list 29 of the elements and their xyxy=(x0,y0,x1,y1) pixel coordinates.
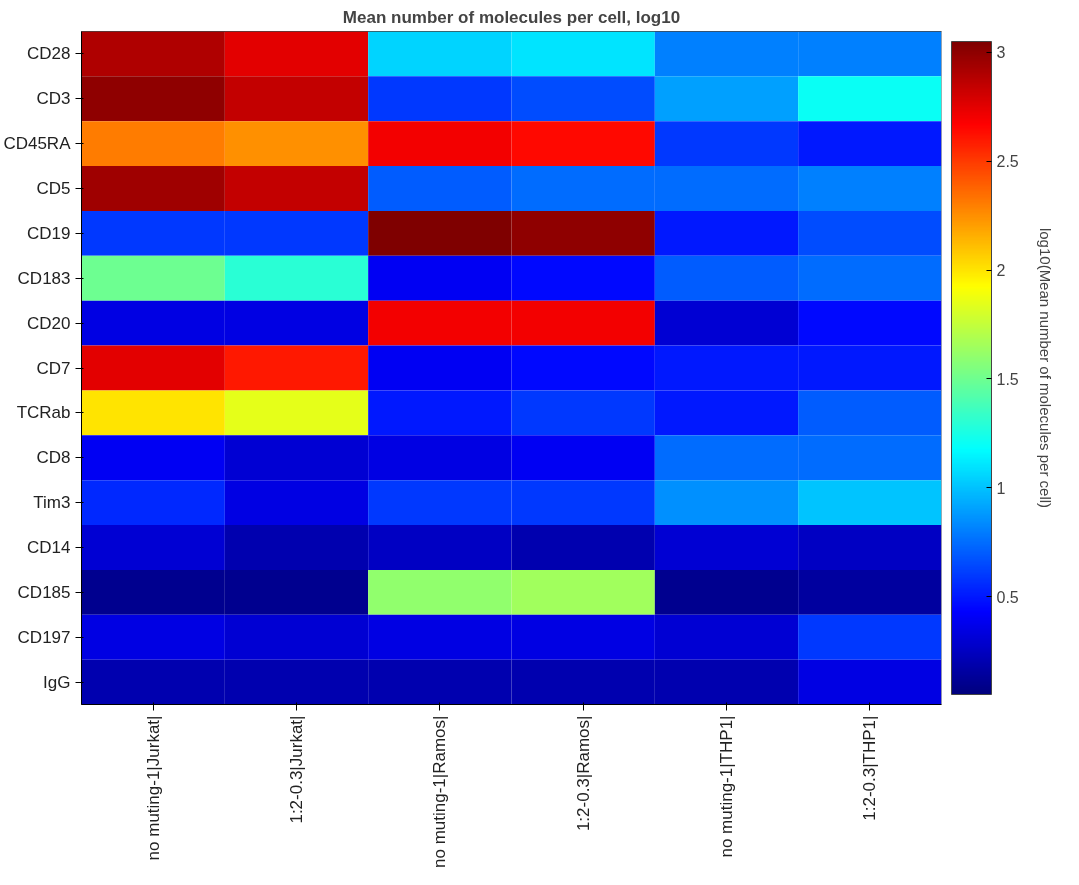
y-tick-label: CD19 xyxy=(27,223,71,243)
color-bar-label: 1 xyxy=(996,479,1006,497)
y-tick-label: CD20 xyxy=(27,313,71,333)
y-tick-label: CD5 xyxy=(36,179,71,199)
y-tick-label: CD3 xyxy=(36,89,71,109)
color-bar-label: 0.5 xyxy=(996,588,1019,606)
x-tick-label: 1:2-0.3|Jurkat| xyxy=(287,715,306,824)
x-tick-label: no muting-1|Ramos| xyxy=(430,715,450,868)
y-tick-label: IgG xyxy=(43,672,71,692)
x-tick-label: 1:2-0.3|THP1| xyxy=(860,715,880,821)
x-tick-label: 1:2-0.3|Ramos| xyxy=(573,715,593,832)
x-tick-label: no muting-1|THP1| xyxy=(717,715,736,858)
color-bar-label: 1.5 xyxy=(996,370,1019,388)
y-tick-label: CD197 xyxy=(17,627,71,647)
y-tick-label: TCRab xyxy=(16,403,71,423)
y-tick-label: CD8 xyxy=(36,448,71,468)
y-tick-label: CD183 xyxy=(17,268,71,288)
x-tick-label: no muting-1|Jurkat| xyxy=(143,715,163,861)
y-tick-label: CD7 xyxy=(36,358,71,378)
y-tick-label: CD45RA xyxy=(3,134,72,154)
y-tick-label: CD14 xyxy=(27,537,71,557)
color-bar-title: log10(Mean number of molecules per cell) xyxy=(1036,227,1054,509)
color-bar-label: 2.5 xyxy=(996,153,1019,171)
color-bar-label: 3 xyxy=(996,44,1006,62)
y-tick-label: Tim3 xyxy=(33,493,71,513)
y-tick-label: CD28 xyxy=(27,44,71,64)
y-tick-label: CD185 xyxy=(17,582,71,602)
color-bar-label: 2 xyxy=(996,262,1006,280)
chart-title: Mean number of molecules per cell, log10 xyxy=(342,7,681,27)
